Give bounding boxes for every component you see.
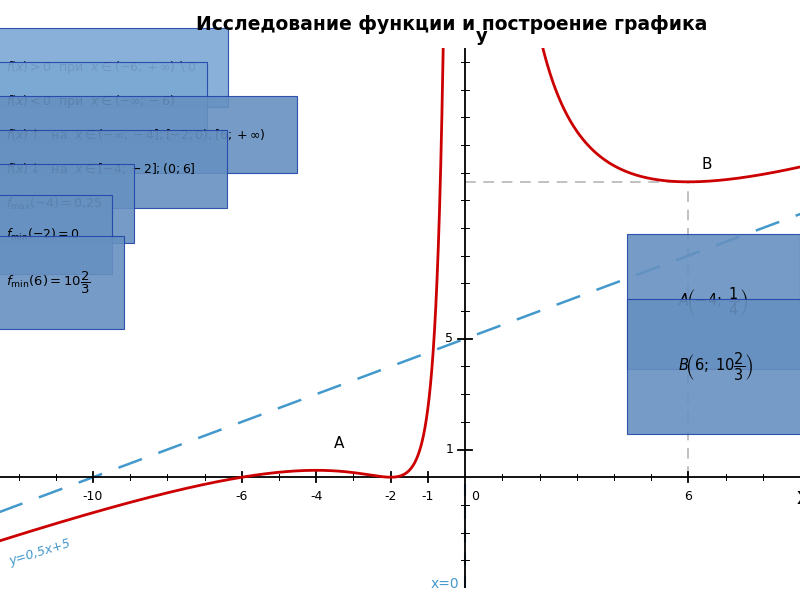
Text: 1: 1 (446, 443, 454, 456)
Text: 6: 6 (685, 490, 692, 503)
Text: -4: -4 (310, 490, 322, 503)
Text: y=0,5x+5: y=0,5x+5 (7, 537, 72, 568)
Text: 0: 0 (471, 490, 479, 503)
Text: $f_{\mathrm{min}}(-2)=0$: $f_{\mathrm{min}}(-2)=0$ (6, 227, 80, 243)
Text: -6: -6 (236, 490, 248, 503)
Text: $f_{\mathrm{max}}(-4)=0{,}25$: $f_{\mathrm{max}}(-4)=0{,}25$ (6, 196, 102, 212)
Text: $f(x)\downarrow$  на  $x\in[-4;-2];(0;6]$: $f(x)\downarrow$ на $x\in[-4;-2];(0;6]$ (6, 161, 196, 176)
Text: -2: -2 (385, 490, 397, 503)
Text: B: B (702, 157, 712, 172)
Text: -10: -10 (83, 490, 103, 503)
Text: $f(x)<0$  при  $x\in(-\infty;-6)$: $f(x)<0$ при $x\in(-\infty;-6)$ (6, 94, 176, 110)
Text: X: X (797, 490, 800, 508)
Text: $f(x)>0$  при  $x\in(-6;+\infty)\setminus 0$: $f(x)>0$ при $x\in(-6;+\infty)\setminus … (6, 59, 197, 76)
Text: x=0: x=0 (430, 577, 459, 591)
Text: y: y (476, 27, 488, 45)
Text: Исследование функции и построение графика: Исследование функции и построение график… (196, 15, 708, 34)
Text: -1: -1 (422, 490, 434, 503)
Text: $f_{\mathrm{min}}(6)=10\dfrac{2}{3}$: $f_{\mathrm{min}}(6)=10\dfrac{2}{3}$ (6, 269, 91, 296)
Text: $B\!\left(6;\;10\dfrac{2}{3}\right)$: $B\!\left(6;\;10\dfrac{2}{3}\right)$ (678, 350, 754, 383)
Text: 5: 5 (446, 332, 454, 345)
Text: $A\!\left(-4;\;\dfrac{1}{4}\right)$: $A\!\left(-4;\;\dfrac{1}{4}\right)$ (678, 286, 749, 318)
Text: $f(x)\uparrow$  на  $x\in(-\infty;-4];[-2;0);[6;+\infty)$: $f(x)\uparrow$ на $x\in(-\infty;-4];[-2;… (6, 127, 266, 142)
Text: A: A (334, 436, 344, 451)
